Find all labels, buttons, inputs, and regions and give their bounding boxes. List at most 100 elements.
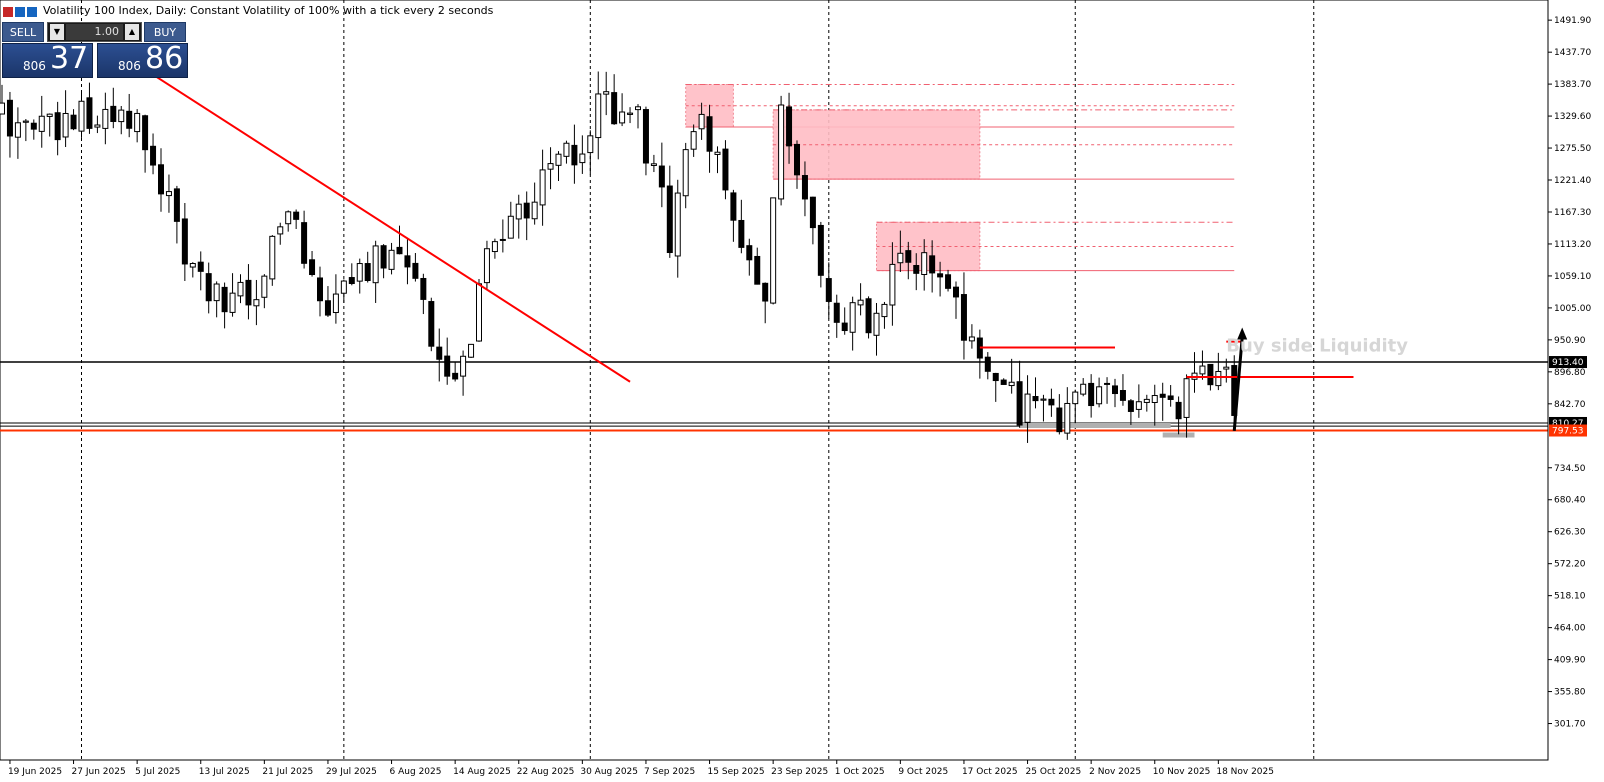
candle-body	[118, 109, 125, 123]
candle-body	[1215, 370, 1222, 387]
price-tag	[1549, 356, 1587, 369]
y-tick-label: 950.90	[1554, 336, 1586, 346]
candle-body	[1183, 378, 1190, 418]
trendline	[136, 63, 631, 383]
candle-body	[921, 252, 928, 276]
candle-body	[46, 113, 53, 117]
x-tick-label: 29 Jul 2025	[326, 767, 377, 777]
y-tick-label: 1383.70	[1554, 80, 1591, 90]
candle-body	[1223, 366, 1230, 370]
candle-body	[1080, 383, 1087, 395]
candle-body	[436, 346, 443, 360]
candle-body	[984, 356, 991, 372]
y-tick-label: 896.80	[1554, 368, 1586, 378]
candle-body	[356, 263, 363, 282]
candle-body	[786, 106, 793, 147]
candle-body	[507, 215, 514, 239]
logo-icon	[3, 7, 37, 17]
candle-body	[960, 294, 967, 341]
candle-body	[1024, 393, 1031, 423]
sell-button[interactable]: SELL	[2, 22, 44, 42]
candle-body	[1016, 381, 1023, 426]
x-tick-label: 10 Nov 2025	[1153, 767, 1211, 777]
candle-body	[38, 115, 45, 132]
candle-body	[396, 246, 403, 255]
candle-body	[627, 112, 634, 115]
x-tick-label: 22 Aug 2025	[517, 767, 575, 777]
candle-body	[1135, 401, 1142, 410]
y-tick-label: 626.30	[1554, 528, 1586, 538]
buy-price-box[interactable]: 806 86	[97, 41, 188, 78]
candle-body	[412, 262, 419, 279]
candle-body	[404, 255, 411, 268]
buy-price-big: 86	[145, 41, 184, 76]
candle-body	[937, 273, 944, 278]
candle-body	[309, 259, 316, 276]
sell-price-big: 37	[50, 41, 89, 76]
candle-body	[881, 303, 888, 318]
x-tick-label: 19 Jun 2025	[8, 767, 62, 777]
candle-body	[579, 153, 586, 164]
x-tick-label: 6 Aug 2025	[390, 767, 442, 777]
candle-body	[674, 192, 681, 257]
quantity-decrease-icon[interactable]: ▼	[50, 24, 64, 40]
candle-body	[54, 112, 61, 141]
candle-body	[102, 108, 109, 129]
candle-body	[229, 292, 236, 313]
candle-body	[849, 302, 856, 333]
candle-body	[857, 299, 864, 306]
candle-body	[1104, 382, 1111, 385]
candle-body	[134, 112, 141, 133]
candle-body	[754, 255, 761, 285]
x-tick-label: 1 Oct 2025	[835, 767, 885, 777]
candle-body	[770, 197, 777, 304]
price-tag	[1549, 424, 1587, 437]
candle-body	[873, 312, 880, 336]
x-tick-label: 21 Jul 2025	[262, 767, 313, 777]
candle-body	[968, 336, 975, 342]
sell-price-box[interactable]: 806 37	[2, 41, 93, 78]
quantity-input[interactable]	[66, 24, 123, 40]
candle-body	[801, 175, 808, 200]
candle-body	[1207, 363, 1214, 386]
x-tick-label: 30 Aug 2025	[580, 767, 638, 777]
candle-body	[992, 372, 999, 382]
candle-body	[865, 298, 872, 334]
candle-body	[301, 222, 308, 264]
candle-body	[833, 302, 840, 323]
candle-body	[221, 286, 228, 313]
candle-body	[722, 148, 729, 191]
candle-body	[1159, 393, 1166, 398]
candle-body	[897, 252, 904, 264]
candle-body	[809, 196, 816, 229]
candle-body	[658, 165, 665, 188]
candle-body	[94, 124, 101, 128]
candle-body	[571, 144, 578, 166]
candle-body	[205, 273, 212, 302]
y-tick-label: 1167.30	[1554, 208, 1591, 218]
x-tick-label: 23 Sep 2025	[771, 767, 828, 777]
candle-body	[444, 355, 451, 377]
candle-body	[62, 112, 69, 138]
candle-body	[1119, 390, 1126, 401]
x-tick-label: 2 Nov 2025	[1089, 767, 1141, 777]
candle-body	[682, 149, 689, 197]
candle-body	[531, 201, 538, 220]
candle-body	[611, 92, 618, 125]
candle-body	[1064, 402, 1071, 434]
candle-body	[690, 131, 697, 150]
candle-body	[547, 163, 554, 170]
candle-body	[913, 264, 920, 274]
candle-body	[364, 263, 371, 281]
candle-body	[22, 120, 29, 123]
candle-body	[332, 293, 339, 314]
candle-body	[1143, 398, 1150, 403]
quantity-increase-icon[interactable]: ▲	[125, 24, 139, 40]
candle-body	[0, 102, 5, 115]
x-tick-label: 25 Oct 2025	[1026, 767, 1082, 777]
y-tick-label: 680.40	[1554, 496, 1586, 506]
buy-side-liquidity-label: Buy side Liquidity	[1226, 336, 1408, 357]
candle-body	[165, 191, 172, 197]
buy-button[interactable]: BUY	[144, 22, 186, 42]
